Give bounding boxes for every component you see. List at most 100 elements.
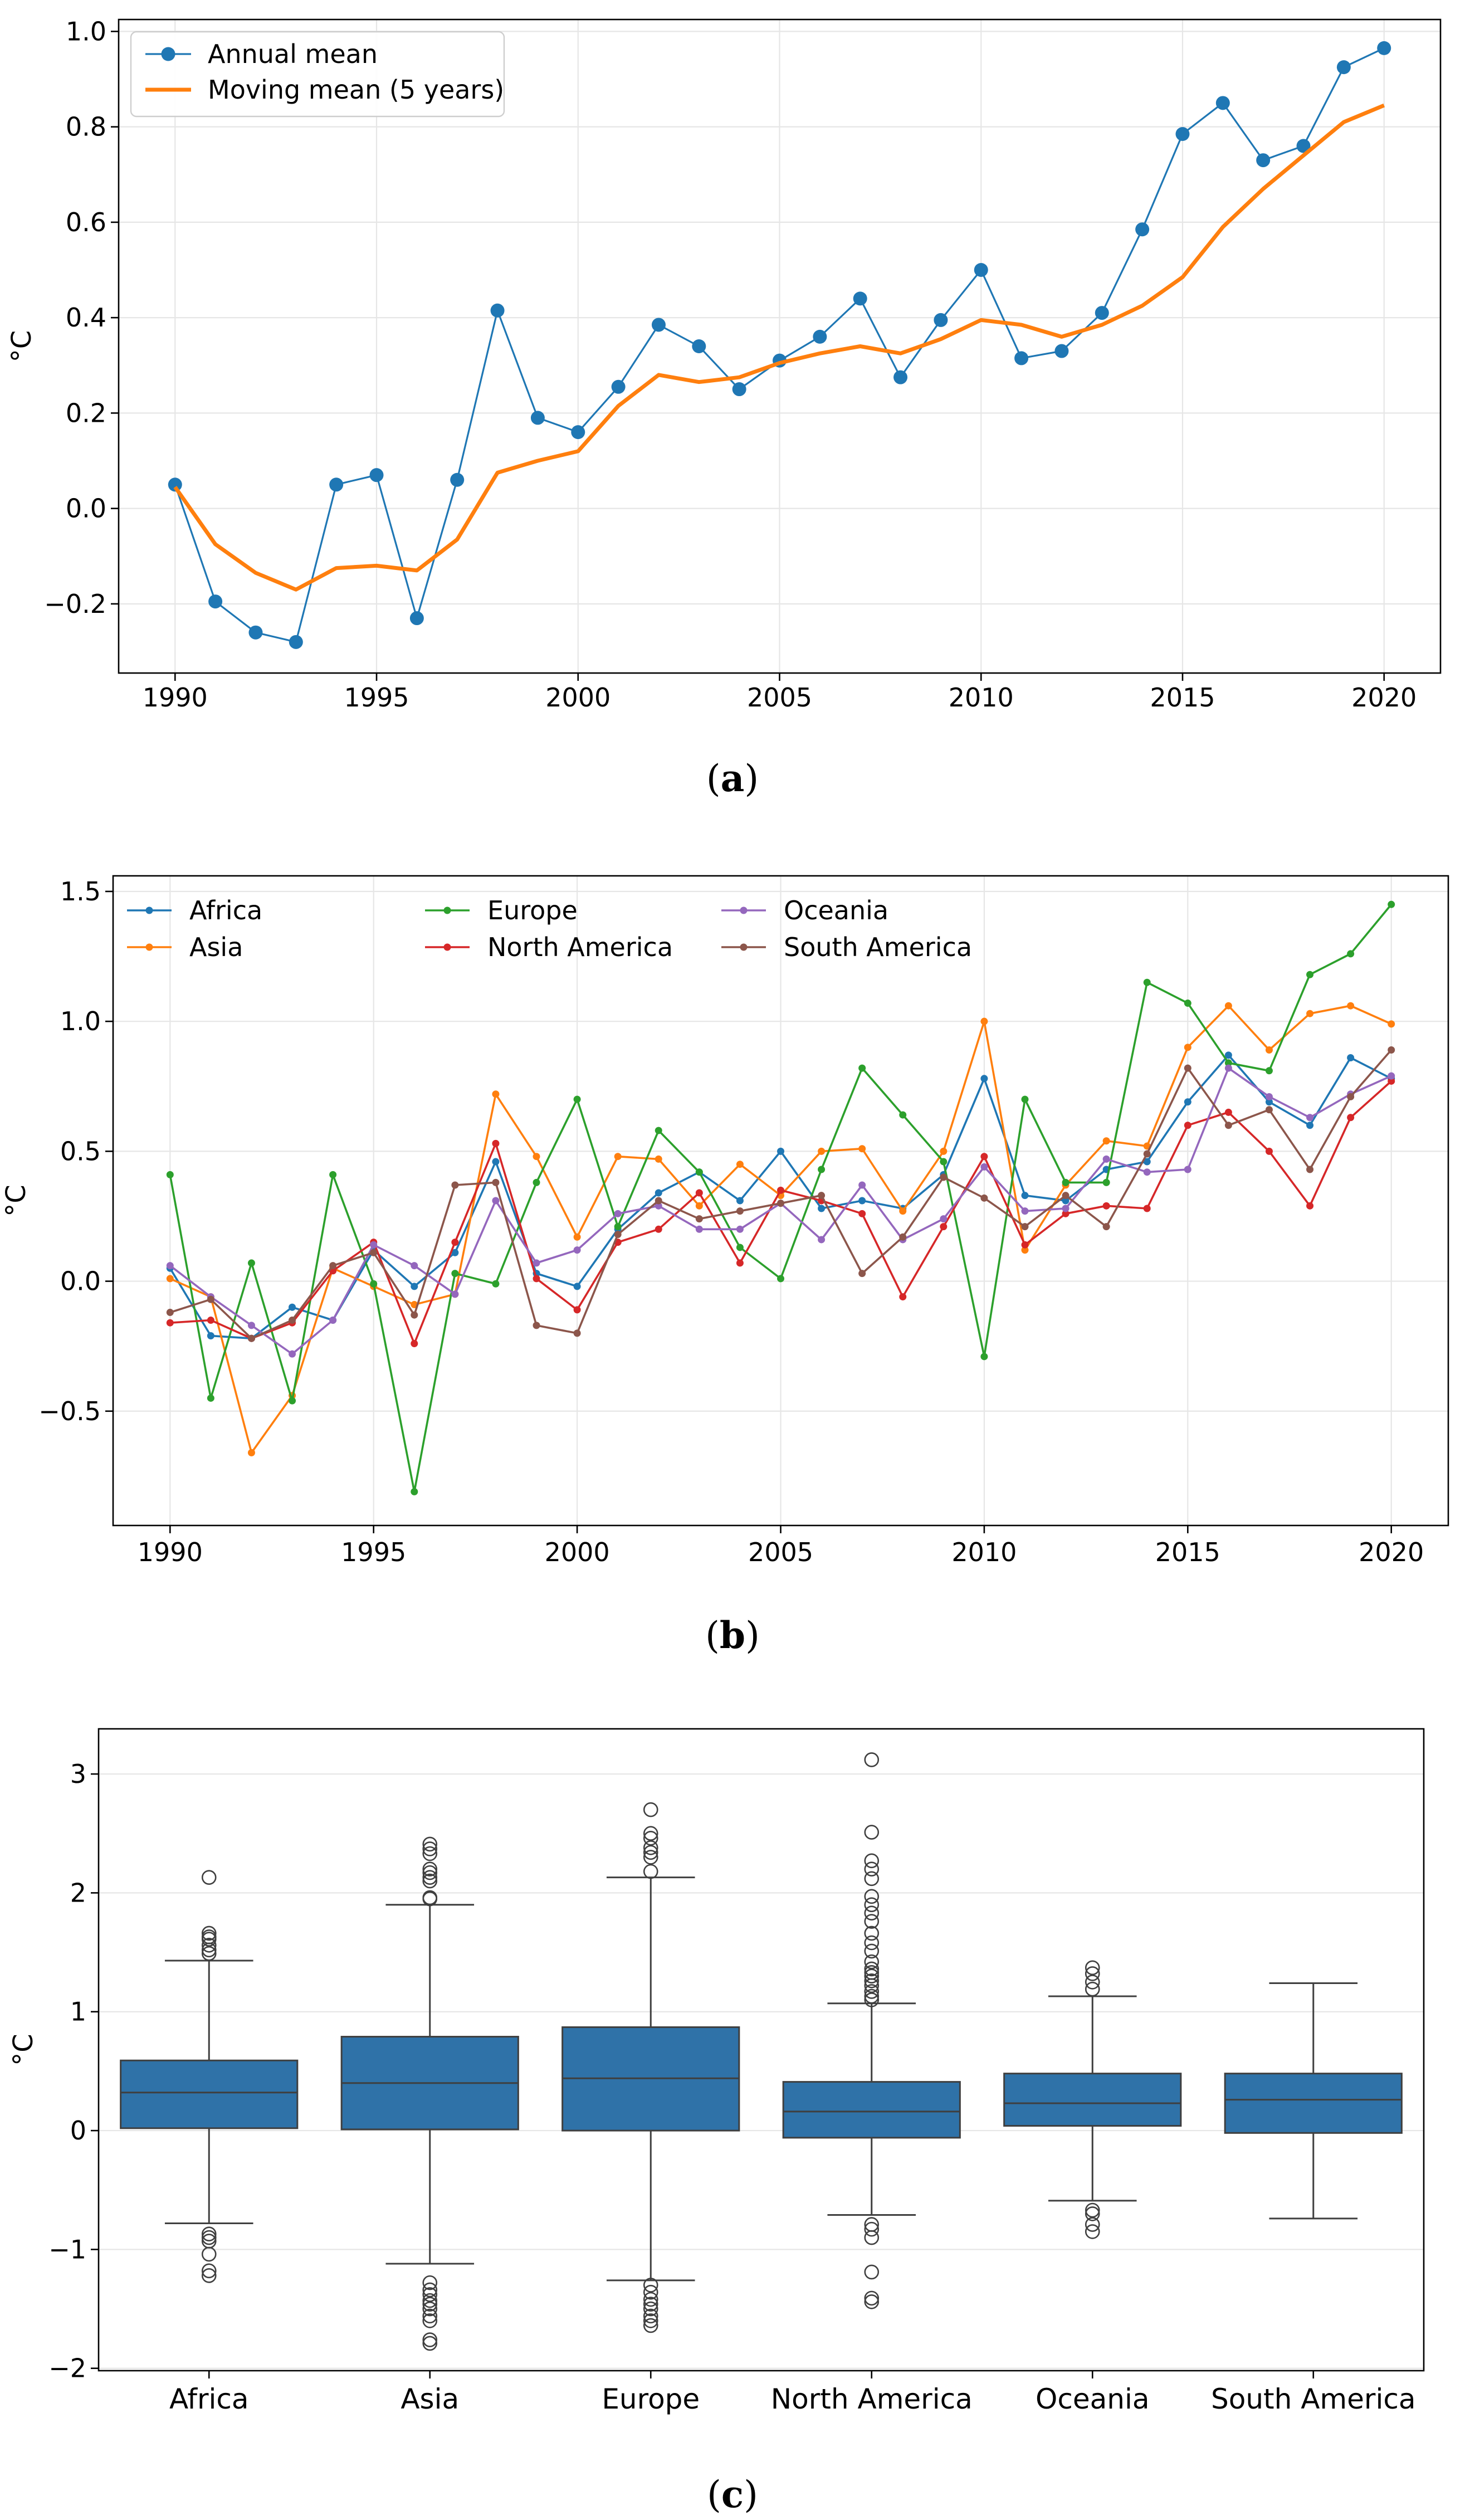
outlier-point — [422, 2336, 438, 2351]
data-point — [858, 1181, 866, 1189]
legend-item: Africa — [127, 895, 262, 925]
data-point — [1388, 1046, 1395, 1054]
data-point — [1143, 1150, 1151, 1158]
data-point — [166, 1262, 174, 1270]
data-point — [980, 1353, 988, 1361]
legend-swatch-marker — [443, 943, 451, 951]
legend-item: Oceania — [721, 895, 888, 925]
outlier-point — [422, 2275, 438, 2290]
data-point — [614, 1223, 622, 1231]
legend-swatch-marker — [145, 943, 153, 951]
box-africa — [120, 1870, 299, 2283]
data-point — [858, 1145, 866, 1153]
x-tick-label: 2005 — [748, 1537, 813, 1567]
x-tick-label: South America — [1211, 2383, 1415, 2415]
outlier-point — [1085, 2224, 1100, 2239]
data-point — [1265, 1093, 1273, 1100]
x-tick-label: 2010 — [949, 683, 1014, 713]
data-point — [1265, 1046, 1273, 1054]
outlier-point — [201, 1942, 217, 1958]
data-point — [1265, 1067, 1273, 1075]
box-oceania — [1003, 1960, 1182, 2239]
data-point — [1215, 96, 1230, 110]
data-point — [736, 1259, 744, 1267]
data-point — [1347, 1002, 1355, 1010]
data-point — [1306, 1122, 1314, 1129]
legend-swatch-marker — [145, 906, 153, 914]
outlier-point — [864, 1853, 880, 1869]
y-tick-label: −2 — [48, 2353, 86, 2383]
data-point — [451, 1181, 459, 1189]
outlier-point — [643, 1802, 658, 1817]
data-point — [655, 1189, 662, 1197]
data-point — [736, 1207, 744, 1215]
outlier-point — [422, 1891, 438, 1907]
data-point — [940, 1173, 948, 1181]
data-point — [899, 1207, 907, 1215]
data-point — [695, 1215, 703, 1223]
data-point — [899, 1293, 907, 1301]
x-tick-label: 2020 — [1359, 1537, 1424, 1567]
x-tick-label: 1990 — [143, 683, 208, 713]
outlier-point — [422, 2293, 438, 2308]
outlier-point — [864, 2264, 880, 2280]
outlier-point — [643, 2284, 658, 2300]
data-point — [655, 1202, 662, 1210]
outlier-point — [643, 2278, 658, 2293]
data-point — [818, 1166, 826, 1173]
legend-label: Europe — [487, 895, 578, 925]
data-point — [450, 472, 465, 487]
data-point — [695, 1225, 703, 1233]
data-point — [1175, 126, 1190, 141]
outlier-point — [422, 2287, 438, 2302]
data-point — [614, 1210, 622, 1217]
data-point — [247, 1322, 255, 1329]
data-point — [411, 1340, 418, 1348]
x-tick-label: 2015 — [1150, 683, 1215, 713]
data-point — [573, 1283, 581, 1290]
data-point — [1388, 900, 1395, 908]
data-point — [980, 1163, 988, 1171]
outlier-point — [643, 2297, 658, 2312]
data-point — [614, 1231, 622, 1239]
outlier-point — [422, 2282, 438, 2298]
outlier-point — [422, 1870, 438, 1885]
box-iqr — [120, 2059, 299, 2129]
data-point — [451, 1239, 459, 1246]
data-point — [736, 1197, 744, 1205]
legend-swatch-marker — [161, 47, 175, 61]
outlier-point — [1085, 1960, 1100, 1976]
data-point — [1102, 1137, 1110, 1145]
y-tick-label: 0.4 — [66, 303, 106, 333]
data-point — [777, 1275, 784, 1283]
data-point — [777, 1200, 784, 1207]
data-point — [1184, 1122, 1191, 1129]
outlier-point — [1085, 1981, 1100, 1997]
outlier-point — [201, 2268, 217, 2283]
data-point — [934, 313, 948, 327]
data-point — [207, 1394, 214, 1402]
caption-b: (b) — [705, 1614, 760, 1657]
data-point — [1021, 1241, 1029, 1249]
outlier-point — [643, 1830, 658, 1846]
outlier-point — [864, 1973, 880, 1988]
data-point — [289, 1303, 296, 1311]
data-point — [289, 635, 303, 649]
data-point — [1224, 1108, 1232, 1116]
data-point — [1347, 1054, 1355, 1061]
data-point — [1265, 1098, 1273, 1106]
outlier-point — [643, 2313, 658, 2328]
outlier-point — [864, 1825, 880, 1840]
data-point — [1095, 306, 1109, 320]
outlier-point — [422, 2301, 438, 2317]
data-point — [695, 1189, 703, 1197]
outlier-point — [201, 2263, 217, 2279]
y-tick-label: 1.5 — [60, 876, 101, 906]
data-point — [1143, 1205, 1151, 1212]
legend-item: Moving mean (5 years) — [145, 75, 504, 105]
y-tick-label: 1 — [70, 1997, 86, 2027]
outlier-point — [864, 1871, 880, 1887]
data-point — [1054, 344, 1069, 358]
data-point — [571, 425, 585, 440]
